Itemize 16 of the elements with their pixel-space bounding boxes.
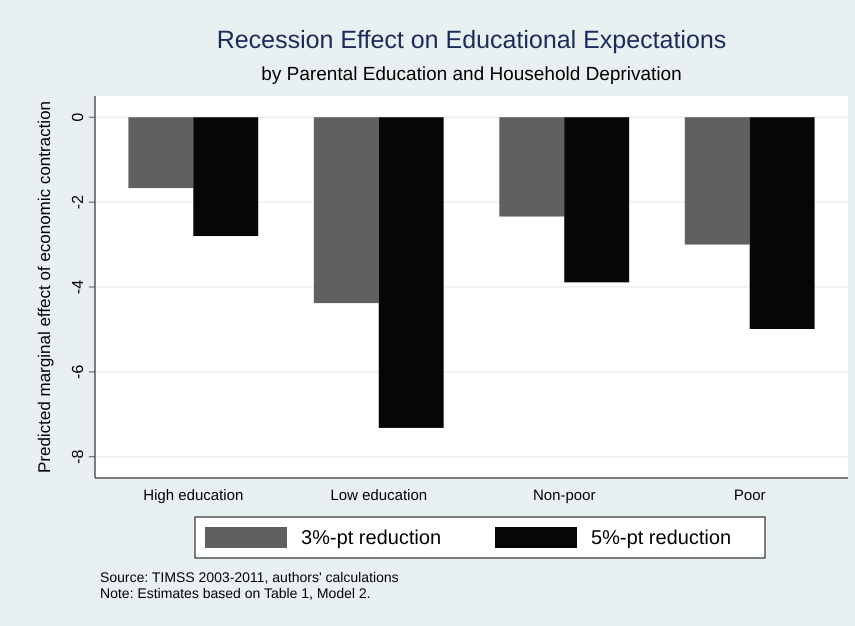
x-tick-label: Low education (330, 487, 428, 504)
x-tick-label: Poor (734, 487, 766, 504)
y-tick-label: -2 (70, 194, 87, 210)
x-tick-label: High education (143, 487, 244, 504)
y-tick-label: -8 (70, 450, 87, 464)
y-tick-label: -4 (70, 280, 87, 294)
x-tick-label: Non-poor (532, 487, 596, 504)
source-note: Source: TIMSS 2003-2011, authors' calculations (100, 569, 399, 585)
chart-subtitle: by Parental Education and Household Deprivation (261, 64, 682, 85)
text: Note: Estimates based on Table 1, Model 2. (100, 585, 371, 601)
y-tick-label: -6 (70, 364, 87, 380)
y-tick-label: 0 (70, 112, 87, 122)
chart-title: Recession Effect on Educational Expectations (216, 26, 726, 54)
legend-label: 5%-pt reduction (591, 527, 732, 549)
y-axis-title: Predicted marginal effect of economic contraction (35, 101, 54, 473)
legend-label: 3%-pt reduction (301, 527, 442, 549)
